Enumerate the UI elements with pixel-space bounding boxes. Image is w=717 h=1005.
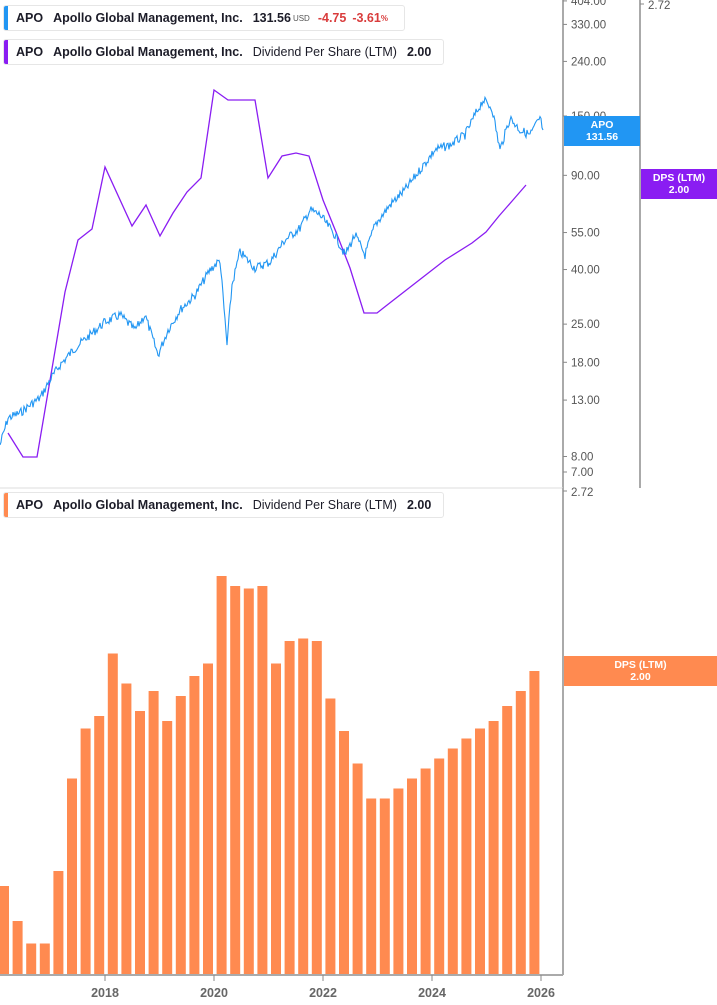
legend-price-value: 131.56 <box>252 11 291 25</box>
x-axis-tick: 2020 <box>200 986 228 1000</box>
dps-bar <box>189 676 200 974</box>
tag-label: DPS (LTM) <box>652 172 706 184</box>
dps-bar <box>529 671 540 974</box>
dps-axis-tick: 2.72 <box>571 487 593 499</box>
tag-label: DPS (LTM) <box>614 659 667 671</box>
dps-bar <box>352 763 363 974</box>
legend-metric: Dividend Per Share (LTM) <box>252 498 397 512</box>
legend-price[interactable]: APO Apollo Global Management, Inc. 131.5… <box>3 5 405 31</box>
dps-bar <box>243 588 254 974</box>
price-axis-tick: 8.00 <box>571 451 593 463</box>
legend-ticker: APO <box>16 11 44 25</box>
dps-bottom-axis-tag: DPS (LTM) 2.00 <box>564 656 717 686</box>
dps-bar <box>80 728 91 974</box>
tag-label: APO <box>590 119 614 131</box>
legend-company-name: Apollo Global Management, Inc. <box>53 45 243 59</box>
dps-bar <box>271 663 281 974</box>
dps-bar <box>257 586 268 974</box>
legend-dps-top[interactable]: APO Apollo Global Management, Inc. Divid… <box>3 39 445 65</box>
legend-pct-sign: % <box>380 13 388 23</box>
price-axis-tick: 90.00 <box>571 170 600 182</box>
dps-bar <box>515 691 526 974</box>
price-axis-tag: APO 131.56 <box>564 116 640 146</box>
dps-bar <box>121 683 132 974</box>
dps-bar <box>26 943 37 974</box>
dps-bar <box>298 638 309 974</box>
dps-bar <box>148 691 159 974</box>
price-axis-tick: 330.00 <box>571 19 606 31</box>
dps-bar <box>488 721 499 974</box>
dps-bar <box>379 798 390 974</box>
dps-bar <box>216 576 227 974</box>
legend-metric: Dividend Per Share (LTM) <box>252 45 397 59</box>
x-axis-tick: 2018 <box>91 986 119 1000</box>
x-axis-tick: 2026 <box>527 986 555 1000</box>
dps-bar <box>162 721 173 974</box>
legend-currency: USD <box>292 13 310 23</box>
price-axis-tick: 40.00 <box>571 265 600 277</box>
legend-company-name: Apollo Global Management, Inc. <box>53 11 243 25</box>
dps-bar <box>94 716 105 974</box>
dps-bar <box>447 748 458 974</box>
tag-value: 131.56 <box>585 131 619 143</box>
dps-bar <box>67 778 77 974</box>
dps-bar <box>366 798 377 974</box>
price-axis-tick: 18.00 <box>571 357 600 369</box>
legend-color-swatch <box>4 40 8 64</box>
legend-dps-bottom[interactable]: APO Apollo Global Management, Inc. Divid… <box>3 492 445 518</box>
legend-ticker: APO <box>16 498 44 512</box>
tag-value: 2.00 <box>630 671 651 683</box>
legend-change: -4.75 <box>317 11 347 25</box>
dps-bar <box>339 731 349 974</box>
dps-bar <box>393 788 404 974</box>
dps-bar <box>311 641 322 974</box>
dps-axis-tick: 2.72 <box>648 0 670 12</box>
dps-bar <box>502 706 513 974</box>
price-axis-tick: 404.00 <box>571 0 606 8</box>
dps-bar <box>135 711 145 974</box>
dps-bar <box>230 586 241 974</box>
legend-metric-value: 2.00 <box>406 45 432 59</box>
dps-bar <box>475 728 485 974</box>
dps-top-axis-tag: DPS (LTM) 2.00 <box>641 169 717 199</box>
dps-bar <box>39 943 50 974</box>
dps-bar <box>434 758 445 974</box>
dps-bar <box>420 768 431 974</box>
dps-bar <box>53 871 64 974</box>
dps-bar <box>325 698 336 974</box>
legend-company-name: Apollo Global Management, Inc. <box>53 498 243 512</box>
legend-color-swatch <box>4 493 8 517</box>
legend-metric-value: 2.00 <box>406 498 432 512</box>
x-axis-tick: 2022 <box>309 986 337 1000</box>
dps-bar <box>12 921 23 974</box>
dps-bar <box>107 653 118 974</box>
dps-bar <box>461 738 472 974</box>
price-axis-tick: 13.00 <box>571 395 600 407</box>
dps-bar <box>284 641 295 974</box>
legend-ticker: APO <box>16 45 44 59</box>
tag-value: 2.00 <box>668 184 690 196</box>
price-axis-tick: 240.00 <box>571 56 606 68</box>
price-axis-tick: 25.00 <box>571 319 600 331</box>
dps-bar <box>203 663 213 974</box>
price-axis-tick: 55.00 <box>571 228 600 240</box>
dps-bar <box>407 778 417 974</box>
dps-bar <box>175 696 186 974</box>
price-axis-tick: 7.00 <box>571 467 593 479</box>
x-axis-tick: 2024 <box>418 986 446 1000</box>
legend-color-swatch <box>4 6 8 30</box>
dps-bar <box>0 886 9 974</box>
legend-change-pct: -3.61 <box>352 11 381 25</box>
